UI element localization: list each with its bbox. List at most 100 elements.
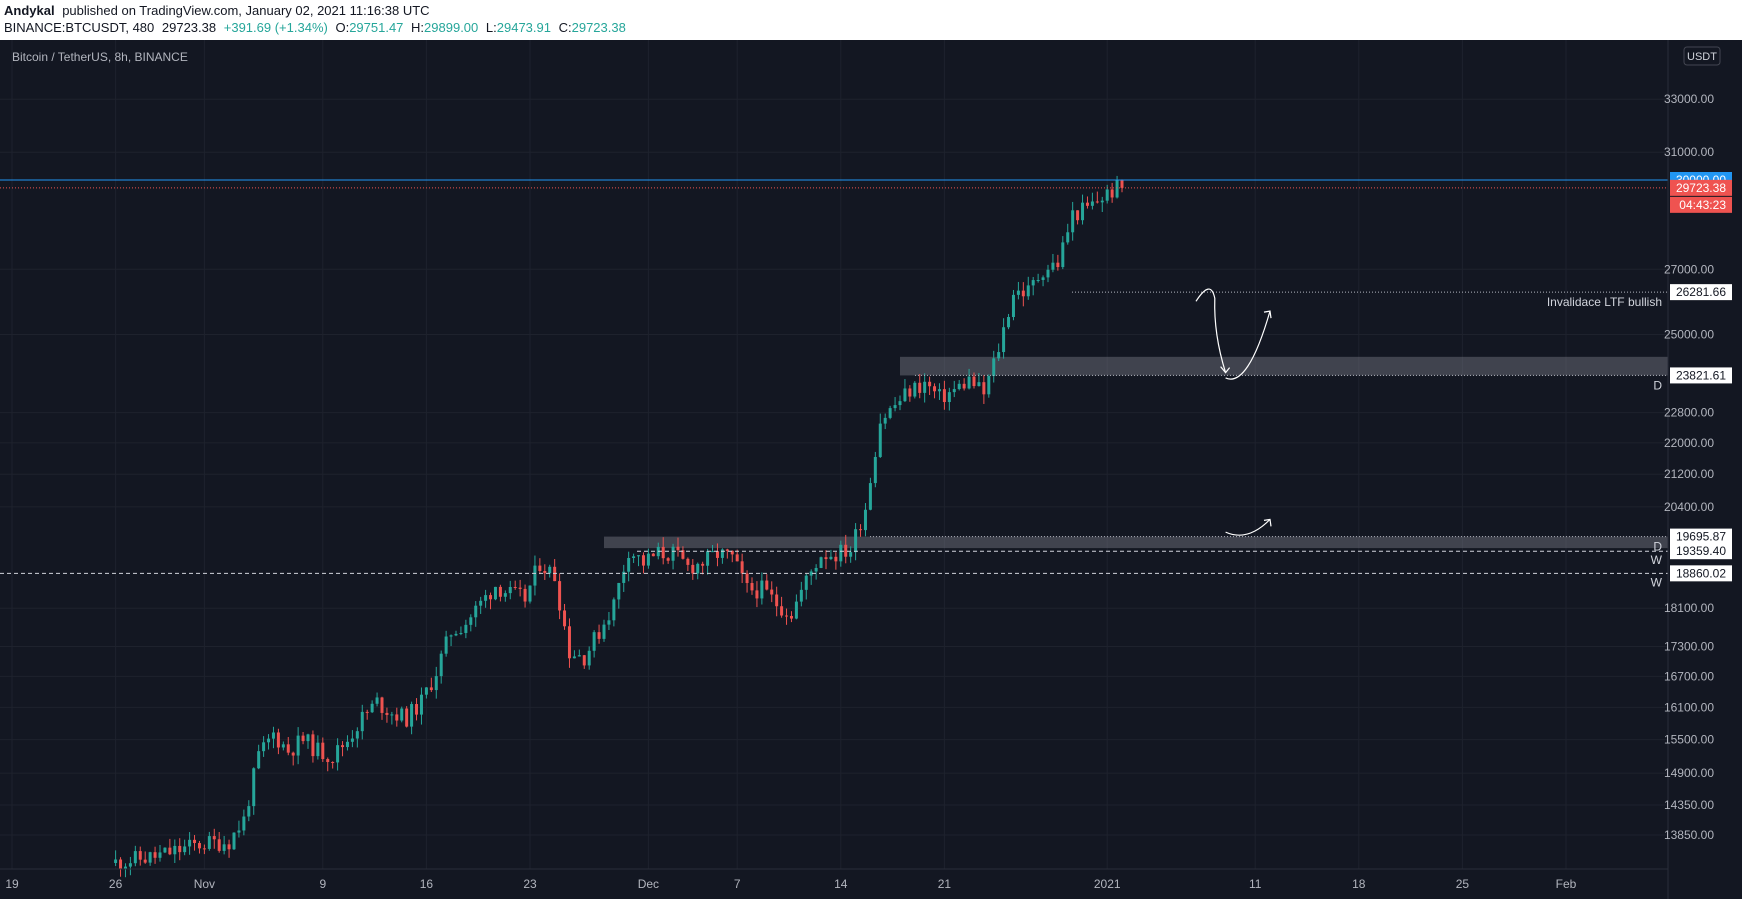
candle-body [696,563,700,574]
price-tick-label: 21200.00 [1664,467,1714,481]
candle-body [1021,290,1025,297]
chart-background [0,40,1742,899]
candle [1007,313,1011,330]
candle [1021,282,1025,307]
candle [982,375,986,404]
candle [563,603,567,630]
candle-body [676,546,680,551]
candle [878,413,882,458]
price-level-tag-bg [1670,543,1732,560]
candle [553,559,557,582]
candle-body [548,566,552,574]
candle-body [489,595,493,600]
candle-body [493,586,497,600]
candle-body [1046,269,1050,278]
candle [814,564,818,580]
candle [1002,318,1006,359]
candle [819,556,823,569]
candle-body [957,383,961,390]
candle [558,573,562,620]
candle-body [301,735,305,742]
candle [937,383,941,400]
price-tick-label: 16100.00 [1664,700,1714,714]
candle-body [1085,202,1089,206]
price-tick-label: 14900.00 [1664,766,1714,780]
candle [1056,254,1060,271]
candle [839,540,843,567]
candle-body [785,615,789,617]
candle-body [1090,201,1094,206]
candle-body [883,417,887,424]
candle-body [222,844,226,851]
candle [538,558,542,575]
candle-body [355,731,359,739]
price-level-tag-bg [1670,284,1732,301]
candle-body [286,744,290,753]
candle-body [143,859,147,863]
candle [326,757,330,772]
time-axis[interactable]: 19 26 Nov 9 16 23 Dec 7 14 21 2021 11 18 25 Feb [5,877,1576,891]
candle [548,564,552,578]
candle-body [1100,200,1104,203]
candle-body [632,556,636,559]
high-label: H: [411,20,425,35]
candle-body [893,405,897,409]
candle-body [789,615,793,619]
author-name[interactable]: Andykal [4,3,55,18]
candle-body [429,687,433,691]
publish-header: Andykal published on TradingView.com, Ja… [0,0,1742,40]
countdown-label: 04:43:23 [1679,198,1726,212]
candle-body [331,762,335,764]
chart-title: Bitcoin / TetherUS, 8h, BINANCE [12,50,188,64]
candle-body [484,595,488,601]
candle [715,543,719,567]
candle-body [424,687,428,695]
candle [212,828,216,849]
candle-body [567,626,571,659]
candle-body [148,852,152,863]
candle-body [878,423,882,457]
candle-body [1110,189,1114,198]
candle-body [128,863,132,867]
candle-body [725,549,729,551]
price-level-tag-bg [1670,565,1732,582]
candle-body [868,483,872,510]
candle-body [316,742,320,757]
candle [834,552,838,570]
candle [1046,264,1050,283]
candle [434,666,438,699]
candle-body [153,852,157,858]
price-level-tag-label: 18860.02 [1676,566,1726,580]
candle [1120,179,1124,193]
candle-body [454,633,458,636]
candle [336,738,340,771]
candle-body [849,552,853,557]
candle [706,548,710,575]
candle-body [207,836,211,849]
candle-body [913,382,917,397]
candle-body [844,544,848,557]
candle [957,380,961,391]
price-level-tag-label: 29723.38 [1676,181,1726,195]
candle [449,634,453,647]
time-tick-label: 2021 [1094,877,1121,891]
ohlc-legend: BINANCE:BTCUSDT, 480 29723.38 +391.69 (+… [4,20,626,35]
price-axis[interactable]: 33000.00 31000.00 27000.00 25000.00 22800.00… [1664,92,1714,842]
currency-badge[interactable]: USDT [1683,46,1721,66]
price-tick-label: 31000.00 [1664,145,1714,159]
candle-body [592,632,596,651]
currency-label: USDT [1687,51,1717,63]
candle [765,574,769,591]
candle-body [474,605,478,618]
candle-body [720,549,724,558]
candle-body [459,633,463,635]
low-value: 29473.91 [496,20,551,35]
candle [676,537,680,557]
candle-body [543,570,547,574]
candle [296,727,300,765]
candle-body [311,734,315,757]
candle-body [572,656,576,659]
price-level-tag-bg [1670,367,1732,384]
candle [128,856,132,876]
